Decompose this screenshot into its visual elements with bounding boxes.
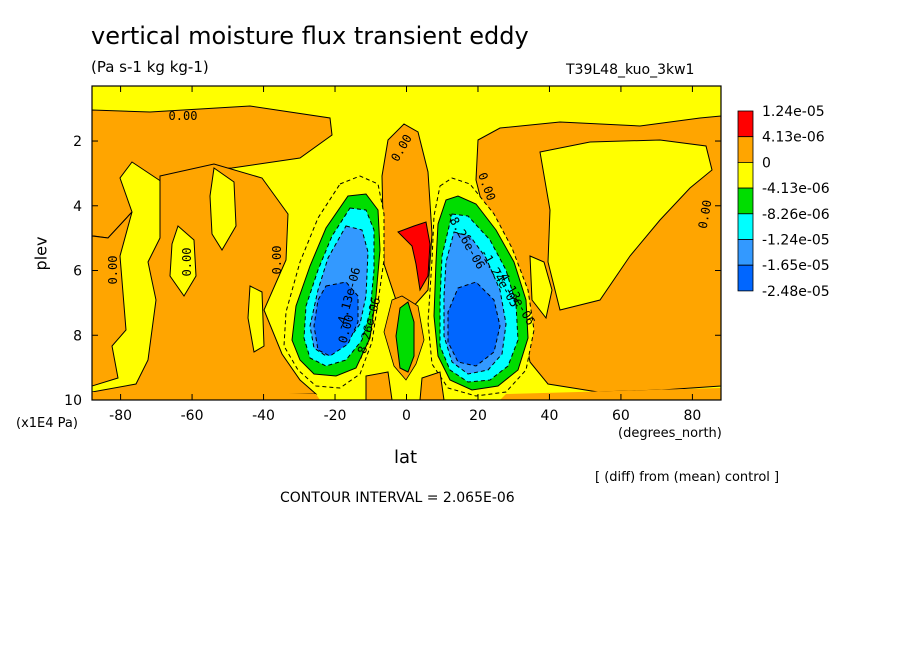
contour-label: 0.00	[270, 246, 284, 275]
legend-label: -2.48e-05	[762, 284, 830, 300]
x-axis-unit: (degrees_north)	[618, 426, 722, 441]
legend-label: 4.13e-06	[762, 130, 825, 146]
legend-swatch	[737, 239, 754, 266]
legend-swatch	[737, 161, 754, 189]
x-tick-label: -80	[109, 408, 132, 424]
legend-swatch	[737, 187, 754, 215]
diff-note: [ (diff) from (mean) control ]	[595, 470, 780, 485]
legend-label: -1.65e-05	[762, 258, 830, 274]
south-pocket-yellow	[209, 167, 237, 251]
contour-label: 0.00	[696, 199, 715, 230]
north-pocket-yellow	[539, 139, 713, 311]
x-tick-label: 40	[541, 408, 559, 424]
x-tick-label: -40	[252, 408, 275, 424]
y-tick-label: 4	[73, 199, 82, 215]
run-label: T39L48_kuo_3kw1	[566, 62, 695, 78]
x-tick-label: 20	[469, 408, 487, 424]
filled-contours	[92, 86, 721, 400]
y-ticks: 2 4 6 8 10	[64, 134, 721, 409]
contour-interval: CONTOUR INTERVAL = 2.065E-06	[280, 490, 515, 506]
legend-swatch	[737, 213, 754, 240]
y-tick-label: 6	[73, 264, 82, 280]
chart-title: vertical moisture flux transient eddy	[91, 22, 529, 50]
x-tick-label: -20	[324, 408, 347, 424]
contour-label: 0.00	[106, 256, 120, 285]
chart-units: (Pa s-1 kg kg-1)	[91, 58, 209, 76]
contour-label: 0.00	[180, 248, 194, 277]
bottom-positive-band	[92, 392, 320, 400]
x-tick-label: 60	[612, 408, 630, 424]
north-upper-yellow	[529, 255, 553, 320]
legend-label: -1.24e-05	[762, 233, 830, 249]
legend-swatch	[737, 264, 754, 292]
contour-label: 0.00	[169, 109, 198, 123]
bottom-positive-blob-a	[365, 371, 393, 400]
y-tick-label: 10	[64, 393, 82, 409]
north-minimum-region	[447, 281, 501, 367]
legend-label: 0	[762, 155, 771, 171]
legend-swatch	[737, 136, 754, 163]
legend-label: 1.24e-05	[762, 104, 825, 120]
bottom-positive-blob-b	[419, 371, 445, 400]
x-tick-label: 0	[402, 408, 411, 424]
bottom-positive-band-north	[500, 388, 721, 400]
x-tick-label: -60	[181, 408, 204, 424]
x-ticks: -80 -60 -40 -20 0 20 40 60 80	[109, 86, 701, 424]
x-axis-label: lat	[394, 447, 418, 468]
mid-pocket-yellow	[169, 225, 197, 297]
y-axis-unit: (x1E4 Pa)	[16, 416, 78, 431]
x-tick-label: 80	[683, 408, 701, 424]
legend-label: -8.26e-06	[762, 207, 830, 223]
legend-swatch	[737, 110, 754, 138]
legend-label: -4.13e-06	[762, 181, 830, 197]
south-minimum-region	[313, 281, 359, 357]
y-tick-label: 2	[73, 134, 82, 150]
legend: 1.24e-05 4.13e-06 0 -4.13e-06 -8.26e-06 -1.24…	[737, 104, 830, 300]
south-lower-positive	[92, 211, 133, 387]
equatorial-green-strip	[395, 301, 415, 373]
south-yellow-strip	[247, 285, 265, 353]
equatorial-maximum-region	[397, 221, 431, 292]
y-tick-label: 8	[73, 328, 82, 344]
